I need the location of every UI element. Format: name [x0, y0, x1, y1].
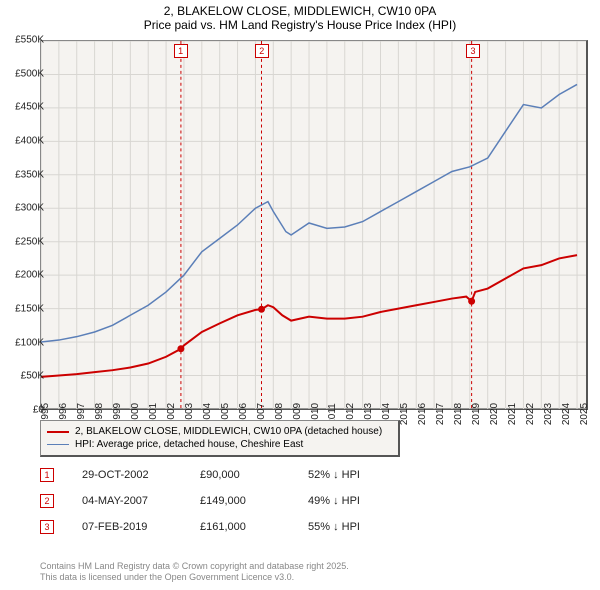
- sale-date: 04-MAY-2007: [82, 495, 172, 507]
- y-tick-label: £500K: [15, 68, 44, 79]
- y-tick-label: £250K: [15, 236, 44, 247]
- x-tick-label: 2023: [543, 403, 554, 425]
- chart-title-block: 2, BLAKELOW CLOSE, MIDDLEWICH, CW10 0PA …: [0, 0, 600, 34]
- x-tick-label: 2019: [471, 403, 482, 425]
- y-tick-label: £150K: [15, 304, 44, 315]
- y-tick-label: £100K: [15, 337, 44, 348]
- credits-line2: This data is licensed under the Open Gov…: [40, 572, 349, 584]
- x-tick-label: 2016: [417, 403, 428, 425]
- y-tick-label: £400K: [15, 135, 44, 146]
- sale-row: 3 07-FEB-2019 £161,000 55% ↓ HPI: [40, 514, 360, 540]
- y-tick-label: £200K: [15, 270, 44, 281]
- sale-diff: 52% ↓ HPI: [308, 469, 360, 481]
- x-tick-label: 2015: [399, 403, 410, 425]
- x-tick-label: 2024: [561, 403, 572, 425]
- chart-title-line1: 2, BLAKELOW CLOSE, MIDDLEWICH, CW10 0PA: [0, 4, 600, 18]
- sale-diff: 49% ↓ HPI: [308, 495, 360, 507]
- legend-row: HPI: Average price, detached house, Ches…: [47, 438, 392, 451]
- sale-badge: 2: [40, 494, 54, 508]
- credits-line1: Contains HM Land Registry data © Crown c…: [40, 561, 349, 573]
- credits: Contains HM Land Registry data © Crown c…: [40, 561, 349, 584]
- sale-row: 2 04-MAY-2007 £149,000 49% ↓ HPI: [40, 488, 360, 514]
- x-tick-label: 2018: [453, 403, 464, 425]
- sales-table: 1 29-OCT-2002 £90,000 52% ↓ HPI 2 04-MAY-2007…: [40, 462, 360, 540]
- x-tick-label: 2021: [507, 403, 518, 425]
- legend-swatch: [47, 431, 69, 433]
- sale-diff: 55% ↓ HPI: [308, 521, 360, 533]
- y-tick-label: £350K: [15, 169, 44, 180]
- sale-date: 07-FEB-2019: [82, 521, 172, 533]
- y-tick-label: £550K: [15, 35, 44, 46]
- sale-marker-badge: 3: [466, 44, 480, 58]
- legend-label: 2, BLAKELOW CLOSE, MIDDLEWICH, CW10 0PA …: [75, 426, 382, 437]
- legend: 2, BLAKELOW CLOSE, MIDDLEWICH, CW10 0PA …: [40, 420, 400, 457]
- sale-badge: 1: [40, 468, 54, 482]
- x-tick-label: 2022: [525, 403, 536, 425]
- legend-swatch: [47, 444, 69, 445]
- y-tick-label: £450K: [15, 102, 44, 113]
- sale-badge: 3: [40, 520, 54, 534]
- sale-marker-badge: 1: [174, 44, 188, 58]
- y-tick-label: £300K: [15, 203, 44, 214]
- x-tick-label: 2025: [579, 403, 590, 425]
- chart-svg: [41, 41, 586, 409]
- sale-price: £149,000: [200, 495, 280, 507]
- chart-area: [40, 40, 588, 410]
- chart-title-line2: Price paid vs. HM Land Registry's House …: [0, 18, 600, 32]
- x-tick-label: 2017: [435, 403, 446, 425]
- legend-label: HPI: Average price, detached house, Ches…: [75, 439, 303, 450]
- sale-price: £90,000: [200, 469, 280, 481]
- legend-row: 2, BLAKELOW CLOSE, MIDDLEWICH, CW10 0PA …: [47, 425, 392, 438]
- sale-marker-badge: 2: [255, 44, 269, 58]
- sale-price: £161,000: [200, 521, 280, 533]
- x-tick-label: 2020: [489, 403, 500, 425]
- sale-row: 1 29-OCT-2002 £90,000 52% ↓ HPI: [40, 462, 360, 488]
- y-tick-label: £50K: [21, 371, 44, 382]
- sale-date: 29-OCT-2002: [82, 469, 172, 481]
